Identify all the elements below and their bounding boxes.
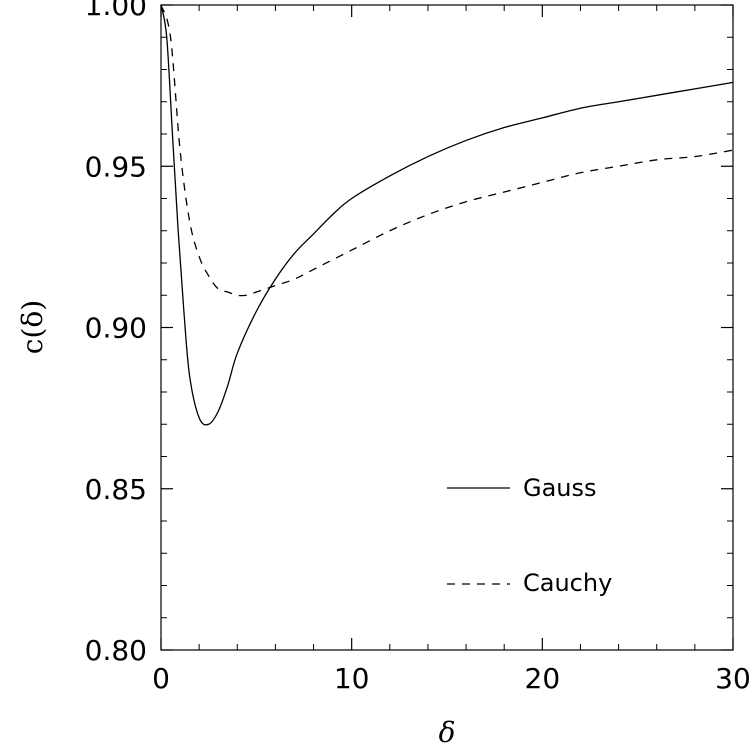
y-axis-label: c(δ) bbox=[16, 300, 49, 354]
axis-ticks bbox=[160, 4, 734, 651]
series-group bbox=[160, 4, 734, 426]
legend-label-cauchy: Cauchy bbox=[523, 569, 612, 597]
y-tick-label: 0.80 bbox=[85, 634, 147, 667]
y-tick-label: 0.95 bbox=[85, 150, 147, 183]
x-tick-label: 20 bbox=[525, 662, 561, 695]
series-line-cauchy bbox=[160, 4, 734, 297]
x-tick-label: 30 bbox=[715, 662, 751, 695]
y-tick-label: 1.00 bbox=[85, 0, 147, 22]
y-tick-label: 0.90 bbox=[85, 312, 147, 345]
x-tick-label: 0 bbox=[152, 662, 170, 695]
series-line-gauss bbox=[160, 4, 734, 426]
y-tick-label: 0.85 bbox=[85, 473, 147, 506]
x-tick-label: 10 bbox=[334, 662, 370, 695]
plot-frame bbox=[160, 4, 734, 651]
legend-label-gauss: Gauss bbox=[523, 474, 597, 502]
x-axis-label: δ bbox=[439, 716, 456, 748]
tick-labels: 0 10 20 30 0.80 0.85 0.90 0.95 1.00 bbox=[85, 0, 751, 695]
legend: Gauss Cauchy bbox=[447, 474, 612, 597]
